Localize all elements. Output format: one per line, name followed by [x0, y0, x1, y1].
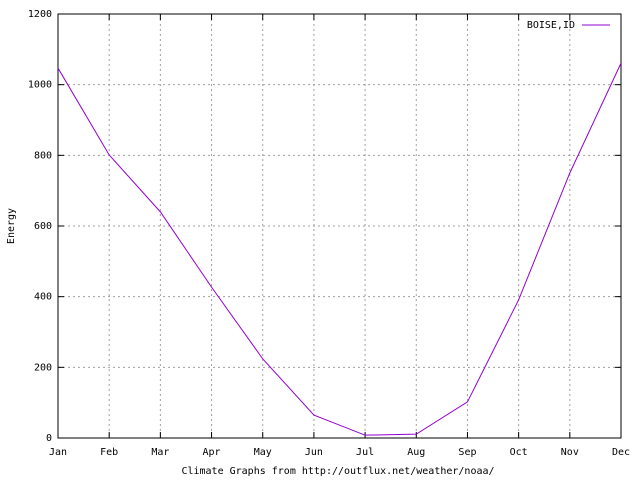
x-tick-label: Sep [458, 447, 476, 458]
y-axis-label: Energy [6, 208, 17, 244]
y-tick-label: 600 [34, 221, 52, 232]
x-tick-label: Jan [49, 447, 67, 458]
x-tick-label: Oct [510, 447, 528, 458]
x-tick-label: Nov [561, 447, 579, 458]
x-tick-label: Feb [100, 447, 118, 458]
plot-border [57, 13, 622, 439]
x-tick-label: Aug [407, 447, 425, 458]
x-tick-label: Jul [356, 447, 374, 458]
legend-label: BOISE,ID [527, 20, 575, 31]
x-tick-label: May [254, 447, 272, 458]
x-tick-label: Apr [203, 447, 221, 458]
x-axis-label: Climate Graphs from http://outflux.net/w… [181, 466, 494, 477]
y-tick-label: 800 [34, 150, 52, 161]
x-tick-label: Dec [612, 447, 630, 458]
y-tick-label: 1200 [28, 9, 52, 20]
x-tick-label: Jun [305, 447, 323, 458]
y-tick-label: 200 [34, 362, 52, 373]
y-tick-label: 0 [46, 433, 52, 444]
y-tick-label: 1000 [28, 80, 52, 91]
data-line [57, 62, 622, 436]
x-tick-label: Mar [151, 447, 169, 458]
y-tick-label: 400 [34, 292, 52, 303]
